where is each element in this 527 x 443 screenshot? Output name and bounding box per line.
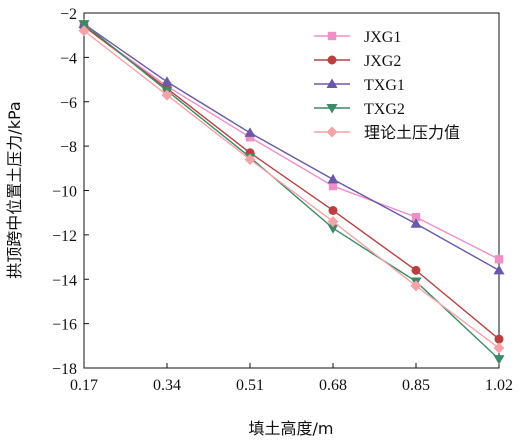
data-point — [244, 127, 256, 137]
data-point — [161, 76, 173, 86]
data-point — [494, 334, 504, 344]
data-point — [245, 133, 255, 142]
x-tick-label: 0.85 — [402, 377, 430, 394]
data-point — [327, 173, 339, 184]
legend-item: TXG2 — [314, 101, 405, 118]
series-line — [83, 23, 500, 271]
x-axis-label: 填土高度/m — [249, 419, 334, 438]
data-point — [493, 264, 505, 275]
y-tick-label: −12 — [52, 228, 77, 245]
axis-ticks: 0.17 0.34 0.51 0.68 0.85 1.02 −2 −4 −6 −8 −10 −12 −1… — [52, 6, 513, 394]
data-point — [327, 224, 339, 234]
legend-marker — [327, 55, 337, 65]
y-axis-label: 拱顶跨中位置土压力/kPa — [5, 101, 24, 278]
data-point — [410, 218, 422, 228]
y-tick-label: −4 — [60, 50, 77, 67]
series-layer — [78, 18, 505, 365]
x-tick-label: 1.02 — [485, 377, 513, 394]
series-2 — [79, 21, 504, 344]
legend-item: TXG1 — [314, 77, 405, 94]
legend-item: JXG2 — [314, 53, 401, 70]
x-tick-label: 0.51 — [236, 377, 264, 394]
series-line — [83, 23, 500, 360]
legend-item: 理论土压力值 — [314, 124, 460, 142]
data-point — [161, 89, 173, 101]
legend: JXG1 JXG2 TXG1 TXG2 理论土压力值 — [314, 29, 460, 142]
data-point — [411, 265, 421, 275]
data-point — [78, 25, 90, 37]
y-tick-label: −2 — [60, 6, 77, 23]
data-point — [328, 205, 338, 215]
x-tick-label: 0.34 — [153, 377, 181, 394]
data-point — [78, 20, 90, 30]
y-tick-label: −6 — [60, 95, 77, 112]
data-point — [410, 280, 422, 292]
x-tick-label: 0.17 — [70, 377, 98, 394]
series-4 — [78, 20, 505, 365]
data-point — [494, 255, 504, 264]
data-point — [493, 342, 505, 354]
legend-marker — [326, 78, 338, 88]
series-line — [83, 30, 500, 349]
y-tick-label: −16 — [52, 317, 77, 334]
legend-item: JXG1 — [314, 29, 401, 46]
data-point — [411, 212, 421, 222]
series-3 — [78, 18, 505, 275]
y-tick-label: −8 — [60, 139, 77, 156]
legend-label: JXG2 — [364, 53, 401, 70]
legend-marker — [326, 104, 338, 114]
legend-marker — [326, 126, 338, 138]
data-point — [328, 181, 338, 191]
legend-label: TXG2 — [364, 101, 405, 118]
y-tick-label: −10 — [52, 184, 77, 201]
legend-label: 理论土压力值 — [364, 124, 460, 142]
series-1 — [79, 22, 504, 264]
data-point — [327, 216, 339, 228]
data-point — [244, 153, 256, 165]
y-tick-label: −14 — [52, 272, 77, 289]
series-line — [83, 25, 500, 340]
legend-label: TXG1 — [364, 77, 405, 94]
series-5 — [78, 25, 505, 354]
legend-marker — [327, 31, 337, 41]
series-line — [83, 25, 500, 260]
data-point — [493, 355, 505, 365]
y-tick-label: −18 — [52, 361, 77, 378]
x-tick-label: 0.68 — [319, 377, 347, 394]
legend-label: JXG1 — [364, 29, 401, 46]
